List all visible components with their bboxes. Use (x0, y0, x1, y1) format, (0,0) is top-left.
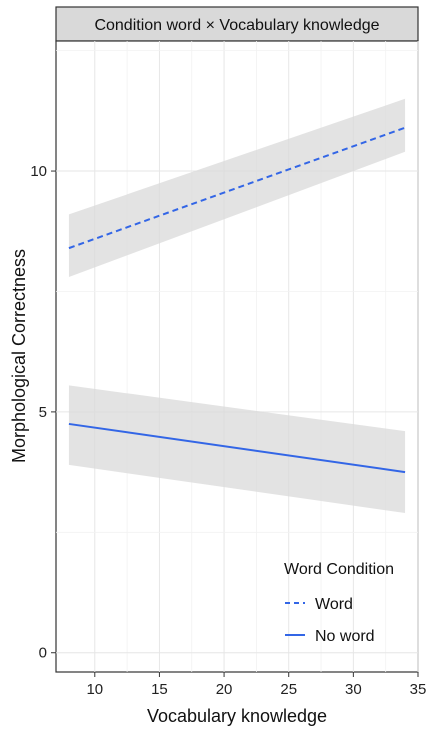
facet-strip-title: Condition word × Vocabulary knowledge (94, 17, 379, 34)
x-tick-label: 10 (86, 681, 103, 698)
axis-ticks: 10 15 20 25 30 35 0 5 10 (30, 163, 426, 698)
legend-label-no-word: No word (315, 628, 375, 645)
confidence-bands (68, 98, 406, 514)
x-tick-label: 15 (151, 681, 168, 698)
y-tick-label: 5 (39, 404, 47, 421)
y-tick-label: 10 (30, 163, 47, 180)
confidence-band-word (68, 98, 406, 278)
legend: Word Condition Word No word (284, 561, 394, 645)
x-axis-title: Vocabulary knowledge (147, 706, 327, 726)
facet-strip (55, 6, 419, 42)
grid-lines (56, 41, 419, 672)
x-tick-label: 30 (345, 681, 362, 698)
y-axis-title: Morphological Correctness (9, 249, 29, 463)
legend-title: Word Condition (284, 561, 394, 578)
x-tick-label: 25 (280, 681, 297, 698)
series-line-no-word (68, 422, 406, 474)
series-lines (68, 126, 406, 474)
y-tick-label: 0 (39, 645, 47, 662)
legend-label-word: Word (315, 596, 353, 613)
x-tick-label: 20 (216, 681, 233, 698)
x-tick-label: 35 (410, 681, 427, 698)
confidence-band-no-word (68, 385, 406, 514)
